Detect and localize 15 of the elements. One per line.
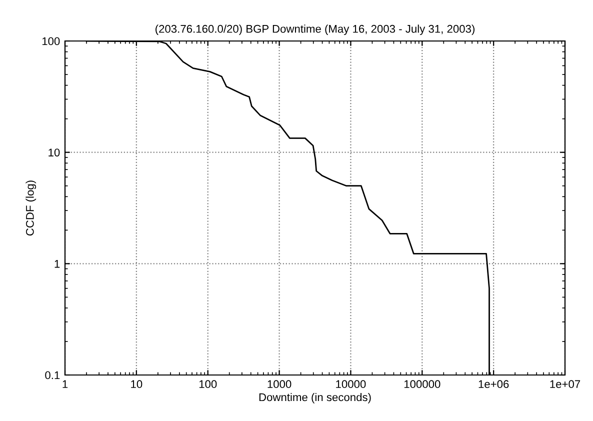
- x-tick-label: 10000: [336, 380, 366, 388]
- y-tick-label: 1: [54, 260, 60, 268]
- chart-title: (203.76.160.0/20) BGP Downtime (May 16, 2003 - July 31, 2003): [156, 24, 474, 35]
- y-tick-label: 10: [48, 148, 60, 156]
- x-tick-label: 100000: [404, 380, 440, 388]
- x-tick-label: 1e+06: [478, 380, 509, 388]
- x-tick-label: 10: [131, 380, 142, 388]
- x-tick-label: 1000: [268, 380, 292, 388]
- y-tick-label: 0.1: [45, 371, 60, 380]
- x-tick-label: 1: [62, 380, 68, 388]
- x-axis-title: Downtime (in seconds): [259, 392, 371, 404]
- y-tick-label: 100: [42, 37, 60, 46]
- x-tick-label: 1e+07: [550, 380, 580, 388]
- y-axis-title: CCDF (log): [26, 180, 36, 236]
- x-tick-label: 100: [199, 380, 217, 388]
